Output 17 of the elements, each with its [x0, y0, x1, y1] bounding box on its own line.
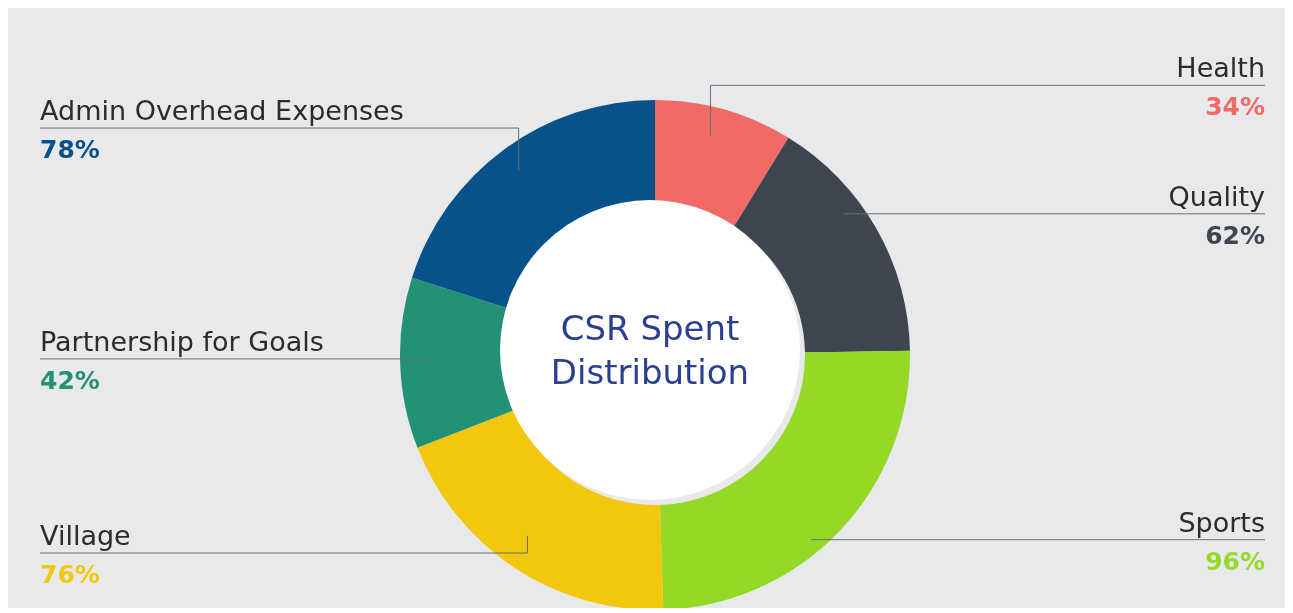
donut-slice — [411, 100, 655, 310]
slice-label: Quality — [1168, 180, 1266, 212]
data-label: 96% — [1205, 546, 1265, 576]
data-label: 62% — [1205, 220, 1265, 250]
data-label: 34% — [1205, 92, 1265, 122]
slice-label: Admin Overhead Expenses — [40, 95, 404, 127]
text: CSR Spent Distribution — [550, 308, 750, 392]
data-label: 78% — [40, 135, 100, 165]
data-label: 42% — [40, 365, 100, 395]
slice-label: Partnership for Goals — [40, 325, 324, 357]
donut-slice — [655, 100, 789, 228]
slice-label: Sports — [1178, 506, 1265, 538]
donut-slice — [400, 277, 516, 448]
slice-label: Health — [1176, 52, 1265, 84]
slice-label: Village — [40, 520, 131, 551]
data-label: 76% — [40, 560, 100, 589]
donut-slice — [417, 409, 664, 608]
